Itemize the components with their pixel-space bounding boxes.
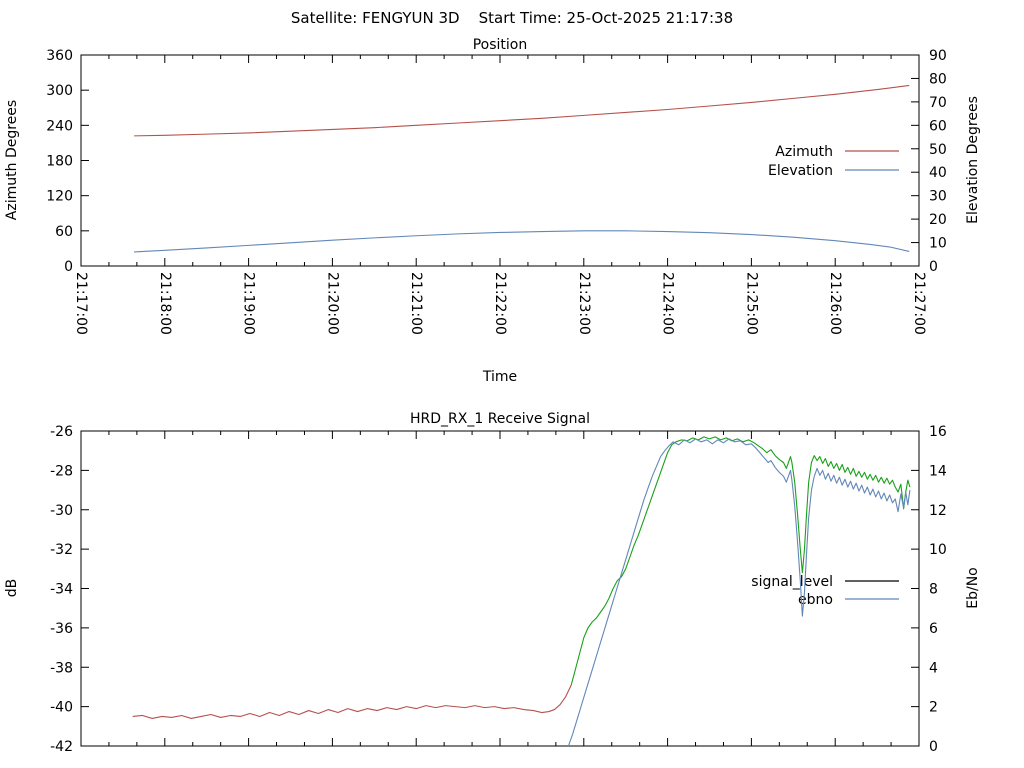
y-tick-label: -26 <box>50 424 73 440</box>
x-tick-label: 21:21:00 <box>408 272 424 335</box>
y-tick-label: -40 <box>50 700 73 716</box>
y2-tick-label: 8 <box>929 582 938 598</box>
y2-tick-label: 50 <box>929 142 947 158</box>
y-axis-label: Azimuth Degrees <box>4 100 20 220</box>
y2-tick-label: 90 <box>929 48 947 64</box>
legend-label: Azimuth <box>775 144 833 160</box>
x-tick-label: 21:18:00 <box>157 272 173 335</box>
x-axis-label: Time <box>482 369 517 385</box>
y-tick-label: 0 <box>64 259 73 275</box>
y2-tick-label: 10 <box>929 236 947 252</box>
series-Azimuth <box>134 84 910 137</box>
y2-tick-label: 10 <box>929 542 947 558</box>
y-tick-label: -34 <box>50 582 73 598</box>
y-tick-label: -42 <box>50 739 73 755</box>
y2-tick-label: 0 <box>929 259 938 275</box>
y2-tick-label: 2 <box>929 700 938 716</box>
x-tick-label: 21:24:00 <box>660 272 676 335</box>
x-tick-label: 21:22:00 <box>492 272 508 335</box>
y-tick-label: -30 <box>50 503 73 519</box>
y-axis-label: dB <box>4 579 20 598</box>
chart-title: HRD_RX_1 Receive Signal <box>410 411 590 427</box>
chart-title: Position <box>473 37 528 53</box>
y2-axis-label: Eb/No <box>965 567 981 609</box>
y-tick-label: -36 <box>50 621 73 637</box>
x-tick-label: 21:17:00 <box>73 272 89 335</box>
series-signal_level_segment2 <box>570 436 911 686</box>
y-tick-label: 60 <box>55 224 73 240</box>
y2-tick-label: 16 <box>929 424 947 440</box>
x-tick-label: 21:23:00 <box>576 272 592 335</box>
y2-tick-label: 4 <box>929 660 938 676</box>
y2-tick-label: 40 <box>929 165 947 181</box>
y-tick-label: 360 <box>46 48 73 64</box>
series-Elevation <box>134 230 910 253</box>
y2-axis-label: Elevation Degrees <box>965 96 981 224</box>
y-tick-label: -32 <box>50 542 73 558</box>
x-tick-label: 21:27:00 <box>911 272 927 335</box>
x-tick-label: 21:26:00 <box>827 272 843 335</box>
y2-tick-label: 80 <box>929 71 947 87</box>
y-tick-label: 240 <box>46 118 73 134</box>
y2-tick-label: 6 <box>929 621 938 637</box>
y-tick-label: 300 <box>46 83 73 99</box>
receive-signal-chart: -42 -40 -38 -36 -34 -32 -30 -28 -26 0 2 4 6 8 10 12 14 16… <box>4 411 981 755</box>
y-tick-label: 180 <box>46 154 73 170</box>
series-ebno <box>567 438 911 747</box>
y2-tick-label: 14 <box>929 463 947 479</box>
x-tick-label: 21:20:00 <box>324 272 340 335</box>
y2-tick-label: 20 <box>929 212 947 228</box>
y-tick-label: -28 <box>50 463 73 479</box>
header-title: Satellite: FENGYUN 3D Start Time: 25-Oct… <box>290 9 734 27</box>
y2-tick-label: 0 <box>929 739 938 755</box>
legend-label: Elevation <box>768 163 833 179</box>
y-tick-label: -38 <box>50 660 73 676</box>
y2-tick-label: 60 <box>929 118 947 134</box>
y2-tick-label: 12 <box>929 503 947 519</box>
x-tick-label: 21:19:00 <box>241 272 257 335</box>
y-tick-label: 120 <box>46 189 73 205</box>
legend-label: ebno <box>798 592 833 608</box>
x-tick-label: 21:25:00 <box>743 272 759 335</box>
legend-label: signal_level <box>751 574 833 590</box>
series-signal_level_segment1 <box>132 684 572 719</box>
position-chart: 21:17:00 21:18:00 21:19:00 21:20:00 21:21:00… <box>4 37 981 385</box>
plot-border <box>80 54 920 267</box>
y2-tick-label: 30 <box>929 189 947 205</box>
y2-tick-label: 70 <box>929 95 947 111</box>
